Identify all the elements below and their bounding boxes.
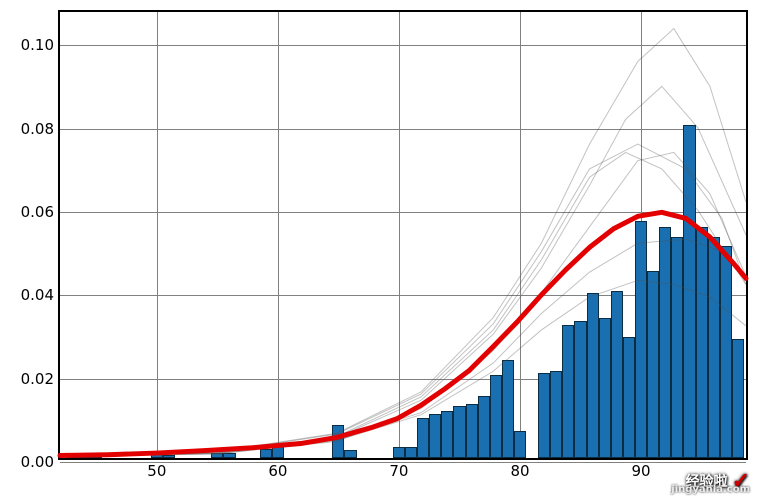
xtick-label: 50 bbox=[147, 462, 166, 480]
ytick-label: 0.00 bbox=[21, 453, 54, 471]
density-curve-thin bbox=[60, 239, 746, 456]
watermark-sub: jingyanla.com bbox=[671, 484, 750, 495]
ytick-label: 0.06 bbox=[21, 203, 54, 221]
xtick-label: 70 bbox=[389, 462, 408, 480]
density-curve-thin bbox=[60, 29, 746, 456]
density-curve-thin bbox=[60, 144, 746, 455]
xtick-label: 80 bbox=[510, 462, 529, 480]
density-curve-thin bbox=[60, 152, 746, 456]
watermark: 经验啦 ✓ jingyanla.com bbox=[686, 468, 750, 494]
histogram-density-chart: 50607080900.000.020.040.060.080.10 bbox=[58, 10, 748, 460]
curves-layer bbox=[60, 12, 746, 458]
ytick-label: 0.08 bbox=[21, 120, 54, 138]
ytick-label: 0.10 bbox=[21, 36, 54, 54]
density-curve-thin bbox=[60, 152, 746, 455]
ytick-label: 0.04 bbox=[21, 286, 54, 304]
density-curve-main bbox=[60, 212, 746, 455]
xtick-label: 90 bbox=[632, 462, 651, 480]
xtick-label: 60 bbox=[268, 462, 287, 480]
ytick-label: 0.02 bbox=[21, 370, 54, 388]
density-curve-thin bbox=[60, 280, 746, 456]
